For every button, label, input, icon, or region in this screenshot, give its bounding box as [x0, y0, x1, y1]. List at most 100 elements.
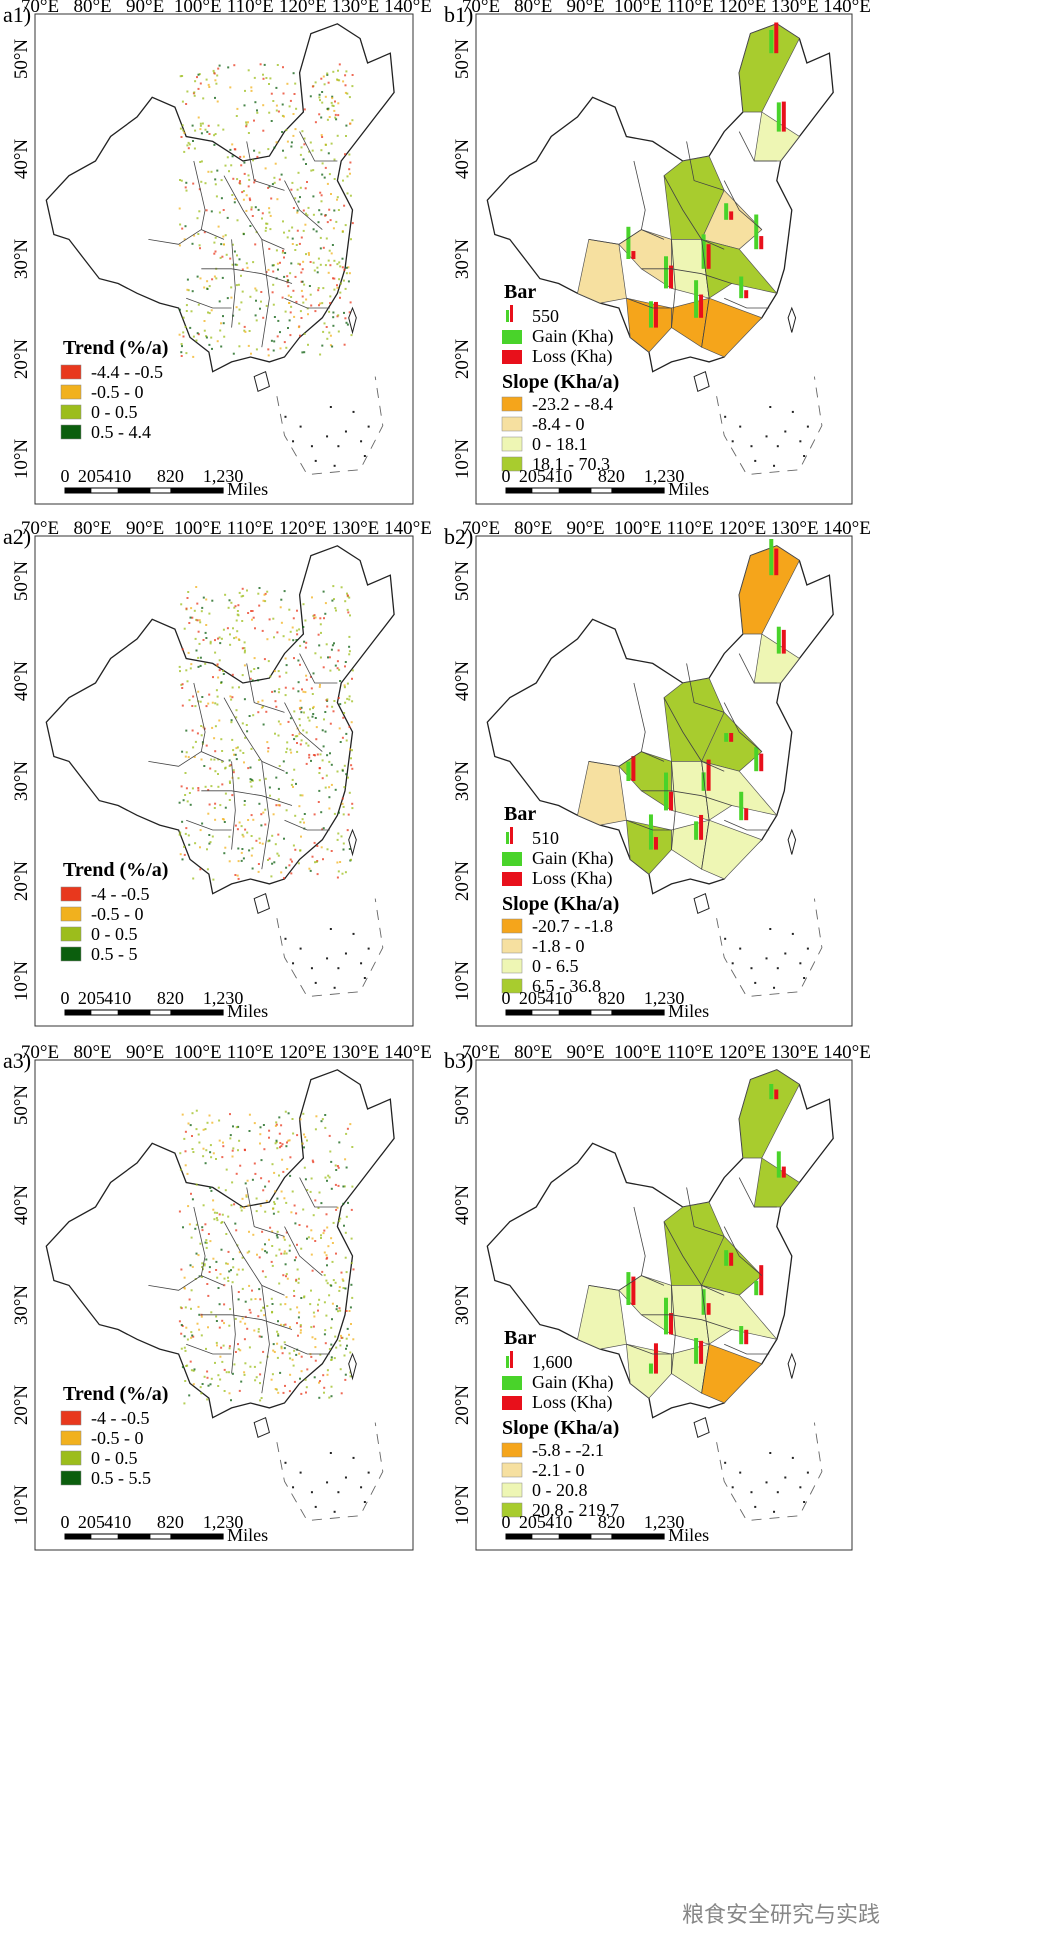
trend-pixel — [313, 841, 316, 844]
trend-pixel — [207, 1233, 210, 1235]
trend-pixel — [286, 1141, 288, 1144]
trend-pixel — [320, 1237, 322, 1239]
trend-pixel — [248, 197, 251, 200]
trend-pixel — [282, 249, 284, 252]
longitude-label: 110°E — [667, 0, 714, 17]
trend-pixel — [272, 349, 275, 352]
trend-pixel — [216, 169, 219, 172]
trend-pixel — [281, 131, 284, 133]
trend-pixel — [339, 1309, 342, 1312]
trend-pixel — [178, 833, 181, 836]
trend-pixel — [293, 93, 296, 95]
trend-pixel — [259, 1399, 262, 1402]
trend-pixel — [266, 741, 269, 744]
trend-pixel — [260, 1309, 263, 1312]
trend-pixel — [290, 751, 293, 754]
trend-pixel — [184, 832, 187, 835]
trend-pixel — [275, 1234, 278, 1237]
trend-pixel — [312, 1325, 315, 1328]
trend-pixel — [236, 107, 239, 110]
trend-pixel — [292, 289, 295, 292]
trend-pixel — [245, 1194, 248, 1197]
trend-pixel — [237, 638, 240, 641]
trend-pixel — [304, 691, 307, 694]
longitude-label: 120°E — [719, 518, 767, 539]
trend-pixel — [267, 750, 270, 753]
trend-pixel — [348, 698, 351, 701]
trend-pixel — [330, 1284, 333, 1287]
trend-pixel — [276, 1342, 279, 1345]
trend-pixel — [214, 770, 217, 773]
trend-pixel — [342, 179, 344, 182]
legend-item-label: -23.2 - -8.4 — [532, 394, 613, 414]
trend-pixel — [280, 1252, 283, 1255]
trend-pixel — [271, 862, 274, 865]
trend-pixel — [239, 1320, 242, 1323]
trend-pixel — [216, 340, 219, 343]
trend-pixel — [274, 700, 277, 703]
trend-pixel — [245, 123, 248, 126]
hainan-island — [693, 371, 710, 392]
trend-pixel — [310, 1229, 313, 1232]
trend-pixel — [282, 635, 285, 638]
trend-pixel — [205, 209, 208, 212]
trend-pixel — [335, 220, 338, 223]
south-sea-island — [363, 1501, 366, 1503]
trend-pixel — [310, 304, 313, 307]
trend-pixel — [228, 170, 230, 173]
trend-pixel — [336, 1305, 338, 1308]
south-sea-island — [806, 425, 809, 428]
trend-pixel — [349, 748, 352, 751]
trend-pixel — [249, 1311, 252, 1314]
trend-pixel — [208, 612, 211, 615]
trend-pixel — [314, 310, 317, 313]
trend-pixel — [236, 613, 239, 616]
trend-pixel — [288, 1390, 291, 1393]
scalebar-segment — [506, 488, 533, 493]
trend-pixel — [343, 684, 346, 687]
trend-pixel — [305, 1386, 308, 1389]
trend-pixel — [181, 648, 184, 651]
trend-pixel — [284, 657, 287, 660]
trend-pixel — [182, 129, 185, 132]
trend-pixel — [289, 1308, 292, 1311]
trend-pixel — [320, 631, 322, 634]
trend-pixel — [335, 1208, 338, 1211]
trend-pixel — [344, 1373, 347, 1376]
trend-pixel — [301, 295, 304, 298]
trend-pixel — [182, 316, 185, 319]
trend-pixel — [250, 1298, 253, 1301]
trend-pixel — [349, 122, 352, 125]
trend-pixel — [254, 1172, 257, 1175]
trend-pixel — [220, 681, 223, 684]
legend-swatch — [60, 926, 82, 942]
trend-pixel — [233, 1363, 236, 1366]
trend-pixel — [194, 129, 197, 132]
trend-pixel — [246, 266, 249, 269]
trend-pixel — [197, 73, 200, 76]
trend-pixel — [336, 284, 338, 287]
trend-pixel — [211, 278, 214, 281]
dashed-boundary — [276, 1422, 384, 1522]
trend-pixel — [185, 1326, 188, 1329]
trend-pixel — [342, 1279, 345, 1282]
trend-pixel — [205, 1241, 208, 1244]
bar-legend-title: Bar — [504, 281, 536, 303]
gain-bar — [739, 791, 744, 821]
trend-pixel — [302, 260, 305, 263]
south-sea-island — [739, 1471, 742, 1474]
trend-pixel — [199, 656, 202, 659]
trend-pixel — [273, 316, 276, 318]
south-sea-island — [765, 1481, 768, 1484]
trend-pixel — [204, 1162, 207, 1165]
latitude-label: 50°N — [452, 39, 473, 80]
trend-pixel — [348, 311, 351, 314]
south-sea-island — [310, 1491, 313, 1494]
trend-pixel — [299, 196, 301, 199]
scalebar-tick-label: 1,230 — [203, 466, 244, 486]
trend-pixel — [184, 1306, 187, 1309]
trend-pixel — [213, 758, 216, 761]
loss-bar — [706, 759, 711, 791]
trend-pixel — [300, 1392, 303, 1395]
trend-pixel — [301, 268, 304, 271]
